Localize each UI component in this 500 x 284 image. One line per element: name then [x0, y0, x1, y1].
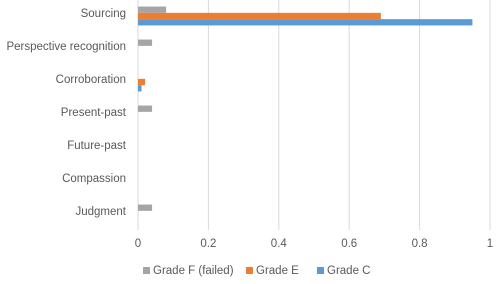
legend-label: Grade F (failed)	[153, 265, 234, 277]
x-tick-label: 0.2	[200, 238, 216, 250]
x-tick-label: 0.4	[271, 238, 288, 250]
legend-label: Grade E	[256, 265, 299, 277]
y-tick-label: Sourcing	[81, 8, 126, 20]
y-tick-label: Perspective recognition	[6, 41, 126, 53]
bar	[138, 6, 167, 13]
bar	[138, 39, 153, 46]
y-tick-label: Judgment	[75, 206, 126, 218]
y-tick-label: Corroboration	[56, 74, 126, 86]
legend-swatch	[143, 267, 150, 274]
y-tick-label: Present-past	[61, 107, 127, 119]
x-tick-label: 0.6	[341, 238, 357, 250]
bar	[138, 78, 146, 86]
bar	[138, 19, 473, 26]
bar	[138, 204, 153, 211]
x-tick-label: 1	[487, 238, 493, 250]
legend-swatch	[246, 267, 253, 274]
legend-label: Grade C	[327, 265, 370, 277]
bar	[138, 85, 142, 92]
legend-swatch	[317, 267, 324, 274]
x-tick-label: 0.8	[412, 238, 428, 250]
x-tick-label: 0	[135, 238, 141, 250]
y-tick-label: Future-past	[67, 140, 127, 152]
y-tick-label: Compassion	[62, 173, 126, 185]
bar	[138, 12, 381, 20]
bar	[138, 105, 153, 112]
